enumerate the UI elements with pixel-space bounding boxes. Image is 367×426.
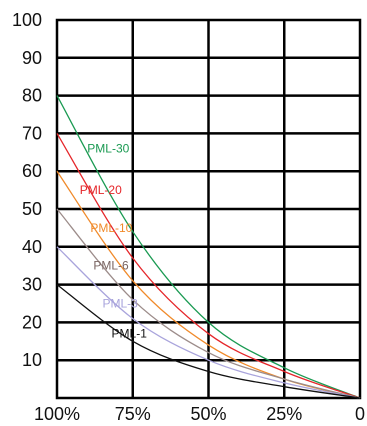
x-tick-label: 25% [266, 404, 302, 424]
x-tick-label: 75% [115, 404, 151, 424]
grid [55, 18, 362, 400]
series-line-pml-20 [56, 133, 361, 399]
y-tick-label: 20 [22, 312, 42, 332]
x-tick-label: 100% [34, 404, 80, 424]
y-tick-label: 60 [22, 161, 42, 181]
y-tick-label: 50 [22, 199, 42, 219]
curve-label-pml-20: PML-20 [80, 183, 122, 197]
y-tick-label: 10 [22, 350, 42, 370]
series-line-pml-3 [56, 246, 361, 399]
curve-label-pml-1: PML-1 [112, 327, 148, 341]
curve-label-pml-30: PML-30 [87, 142, 129, 156]
y-tick-label: 80 [22, 86, 42, 106]
y-axis-tick-labels: 10 20 30 40 50 60 70 80 90 100 [12, 10, 42, 370]
series-line-pml-1 [56, 284, 361, 399]
curve-label-pml-6: PML-6 [93, 259, 129, 273]
x-tick-label: 50% [190, 404, 226, 424]
y-tick-label: 100 [12, 10, 42, 30]
y-tick-label: 40 [22, 237, 42, 257]
curve-label-pml-10: PML-10 [90, 221, 132, 235]
y-tick-label: 90 [22, 48, 42, 68]
x-axis-tick-labels: 100% 75% 50% 25% 0 [34, 404, 365, 424]
x-tick-label: 0 [355, 404, 365, 424]
series-line-pml-6 [56, 208, 361, 399]
series-line-pml-30 [56, 95, 361, 399]
curves [56, 95, 361, 399]
y-tick-label: 30 [22, 275, 42, 295]
curve-labels: PML-30 PML-20 PML-10 PML-6 PML-3 PML-1 [80, 142, 147, 341]
curve-label-pml-3: PML-3 [102, 297, 138, 311]
y-tick-label: 70 [22, 123, 42, 143]
